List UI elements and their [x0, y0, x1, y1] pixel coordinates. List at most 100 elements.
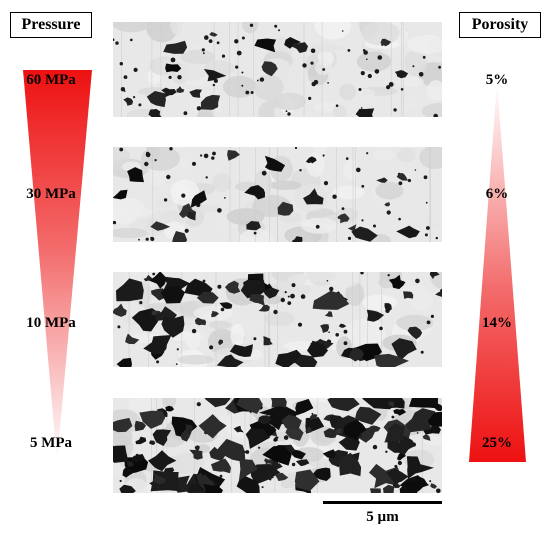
grain	[332, 185, 365, 200]
grain	[421, 102, 442, 117]
small-pore	[209, 345, 214, 350]
pore	[295, 459, 310, 467]
small-pore	[150, 236, 152, 239]
small-pore	[283, 435, 289, 440]
pore	[290, 449, 306, 460]
pore	[245, 428, 270, 449]
pore	[335, 428, 342, 434]
small-pore	[343, 329, 348, 334]
small-pore	[347, 49, 351, 52]
pore	[273, 436, 279, 442]
small-pore	[166, 174, 171, 180]
grain	[404, 49, 428, 77]
pore	[275, 472, 289, 481]
pore	[150, 470, 182, 492]
small-pore	[212, 151, 216, 156]
pore	[113, 445, 129, 463]
small-pore	[386, 210, 391, 215]
pore	[393, 409, 407, 416]
small-pore	[144, 161, 149, 167]
porosity-header: Porosity	[459, 12, 541, 38]
small-pore	[274, 24, 278, 28]
pore	[209, 446, 224, 462]
small-pore	[259, 77, 265, 82]
small-pore	[326, 279, 329, 282]
micrograph-image-10mpa	[113, 272, 442, 367]
grain	[226, 208, 265, 226]
small-pore	[133, 67, 138, 72]
small-pore	[345, 157, 349, 160]
small-pore	[287, 301, 292, 305]
pore	[322, 449, 337, 458]
pore	[388, 274, 406, 290]
small-pore	[181, 193, 186, 198]
pore	[236, 474, 260, 493]
small-pore	[424, 233, 428, 237]
small-pore	[250, 91, 254, 94]
small-pore	[435, 236, 438, 240]
pore	[370, 425, 381, 433]
small-pore	[414, 169, 417, 171]
pore	[119, 484, 136, 493]
small-pore	[130, 38, 133, 42]
pore	[229, 344, 253, 357]
pore	[392, 483, 400, 489]
pore	[209, 32, 218, 37]
pore	[320, 324, 330, 333]
grain	[146, 22, 178, 43]
small-pore	[386, 85, 391, 90]
micrograph-30mpa	[113, 147, 442, 242]
small-pore	[366, 58, 368, 61]
grain	[361, 22, 400, 46]
pore	[305, 426, 312, 433]
pore	[391, 338, 417, 362]
small-pore	[287, 112, 291, 116]
pore	[374, 353, 409, 367]
pore	[113, 303, 127, 317]
grain	[140, 147, 181, 171]
pore	[294, 469, 320, 492]
small-pore	[374, 69, 380, 74]
grain	[345, 317, 386, 345]
pore	[291, 42, 308, 53]
small-pore	[169, 147, 173, 151]
pore	[263, 336, 273, 346]
pore	[219, 302, 233, 309]
small-pore	[203, 153, 209, 159]
pore	[419, 411, 442, 427]
small-pore	[300, 294, 306, 299]
grain	[180, 49, 215, 65]
small-pore	[388, 82, 394, 87]
pore	[200, 94, 221, 110]
pore	[139, 410, 166, 429]
pore	[383, 484, 395, 493]
small-pore	[285, 110, 288, 113]
pore	[171, 416, 198, 438]
grain	[175, 62, 206, 81]
small-pore	[363, 50, 368, 55]
small-pore	[429, 480, 432, 483]
small-pore	[117, 325, 121, 329]
pore	[134, 420, 147, 432]
pore	[408, 398, 439, 409]
pore	[127, 167, 144, 183]
grain	[242, 22, 259, 34]
pore	[257, 415, 272, 424]
small-pore	[245, 90, 250, 95]
small-pore	[177, 75, 182, 80]
pore	[249, 294, 265, 306]
small-pore	[415, 278, 420, 284]
small-pore	[217, 208, 222, 213]
grain	[407, 34, 442, 55]
pressure-header: Pressure	[10, 12, 92, 38]
pore	[194, 317, 207, 326]
pore	[198, 414, 227, 439]
pressure-label-10: 10 MPa	[26, 315, 76, 331]
small-pore	[422, 55, 426, 59]
small-pore	[202, 279, 206, 283]
pore	[148, 109, 162, 117]
pore	[271, 398, 287, 408]
grain	[212, 173, 232, 193]
small-pore	[196, 402, 201, 407]
